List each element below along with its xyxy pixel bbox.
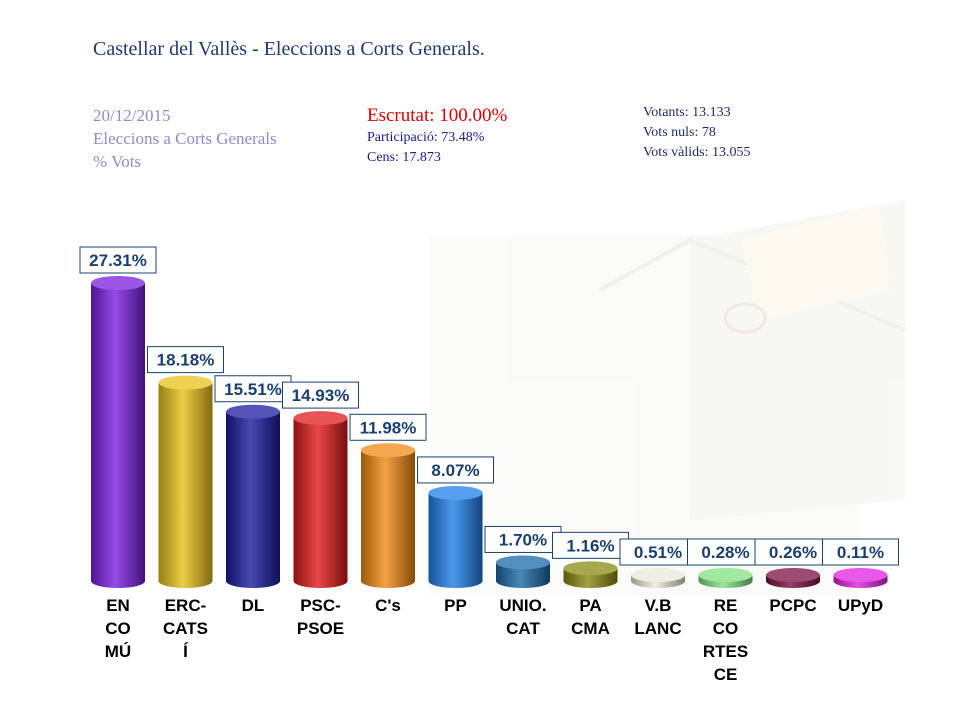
voters-stat: Votants: 13.133 bbox=[643, 105, 731, 120]
value-label-box bbox=[349, 413, 427, 441]
category-label: PP bbox=[444, 596, 467, 615]
bar bbox=[496, 562, 550, 588]
category-label: LANC bbox=[634, 619, 681, 638]
value-label-box bbox=[147, 346, 224, 374]
scrutiny-status: Escrutat: 100.00% bbox=[367, 105, 508, 126]
category-label: PSC- bbox=[300, 596, 341, 615]
value-label: 0.51% bbox=[634, 543, 682, 562]
value-label-box bbox=[282, 381, 359, 409]
value-label: 1.70% bbox=[499, 530, 547, 549]
bar-cap bbox=[361, 443, 415, 458]
value-label: 0.26% bbox=[769, 543, 817, 562]
category-label: MÚ bbox=[105, 642, 131, 661]
category-label: Í bbox=[183, 642, 189, 661]
bar-cap bbox=[833, 568, 888, 582]
value-label: 27.31% bbox=[89, 251, 147, 270]
bar-cap bbox=[766, 568, 820, 582]
category-label: RTES bbox=[703, 642, 748, 661]
page-title: Castellar del Vallès - Eleccions a Corts… bbox=[93, 38, 485, 60]
bar-cap bbox=[158, 375, 213, 390]
category-label: PCPC bbox=[769, 596, 816, 615]
category-label: V.B bbox=[645, 596, 672, 615]
value-label-box bbox=[822, 538, 899, 566]
info-left-block: 20/12/2015 Eleccions a Corts Generals % … bbox=[93, 104, 277, 173]
bar-cap bbox=[496, 555, 550, 570]
category-label: CO bbox=[713, 619, 739, 638]
value-label: 18.18% bbox=[157, 351, 215, 370]
value-label-box bbox=[417, 456, 494, 484]
category-label: CE bbox=[714, 665, 738, 684]
metric-label: % Vots bbox=[93, 152, 142, 171]
category-label: CMA bbox=[571, 619, 610, 638]
category-label: UNIO. bbox=[499, 596, 546, 615]
election-name: Eleccions a Corts Generals bbox=[93, 129, 277, 148]
bar bbox=[158, 382, 213, 588]
info-mid-block: Escrutat: 100.00% Participació: 73.48% C… bbox=[367, 104, 507, 168]
bar-cap bbox=[698, 568, 753, 582]
bar bbox=[293, 418, 348, 588]
value-label: 8.07% bbox=[431, 461, 479, 480]
category-label: CO bbox=[105, 619, 131, 638]
bar-cap bbox=[91, 276, 145, 290]
bar-cap bbox=[293, 411, 348, 426]
value-label-box bbox=[79, 246, 157, 274]
bar bbox=[361, 450, 415, 588]
bar-cap bbox=[563, 561, 618, 576]
value-label-box bbox=[214, 375, 292, 403]
bar-cap bbox=[428, 485, 483, 500]
bar bbox=[91, 283, 145, 588]
value-label: 0.11% bbox=[837, 543, 884, 562]
value-label-box bbox=[484, 525, 562, 553]
value-label-box bbox=[619, 538, 697, 566]
value-label: 15.51% bbox=[224, 380, 282, 399]
participation-stat: Participació: 73.48% bbox=[367, 130, 485, 145]
category-label: PA bbox=[579, 596, 601, 615]
value-label: 11.98% bbox=[360, 418, 417, 437]
value-label: 1.16% bbox=[566, 536, 614, 555]
null-votes-stat: Vots nuls: 78 bbox=[643, 125, 716, 140]
valid-votes-stat: Vots vàlids: 13.055 bbox=[643, 145, 751, 160]
value-label-box bbox=[687, 538, 764, 566]
category-label: UPyD bbox=[838, 596, 883, 615]
election-date: 20/12/2015 bbox=[93, 106, 171, 125]
category-label: EN bbox=[106, 596, 130, 615]
value-label: 0.28% bbox=[701, 543, 749, 562]
bar bbox=[226, 411, 280, 588]
category-label: CAT bbox=[506, 619, 540, 638]
bars-group: 27.31% EN CO MÚ 18.18% ERC- CATS Í 15.51% DL 14.93… bbox=[79, 246, 899, 684]
category-label: DL bbox=[242, 596, 265, 615]
value-label: 14.93% bbox=[292, 386, 350, 405]
bar-cap bbox=[226, 404, 280, 419]
bar-cap bbox=[631, 568, 685, 582]
category-label: RE bbox=[714, 596, 738, 615]
info-right-block: Votants: 13.133 Vots nuls: 78 Vots vàlid… bbox=[643, 103, 750, 163]
bar bbox=[428, 492, 483, 588]
category-label: CATS bbox=[163, 619, 208, 638]
census-stat: Cens: 17.873 bbox=[367, 150, 441, 165]
category-label: ERC- bbox=[165, 596, 207, 615]
category-label: PSOE bbox=[297, 619, 344, 638]
category-label: C's bbox=[375, 596, 401, 615]
value-label-box bbox=[552, 531, 629, 559]
